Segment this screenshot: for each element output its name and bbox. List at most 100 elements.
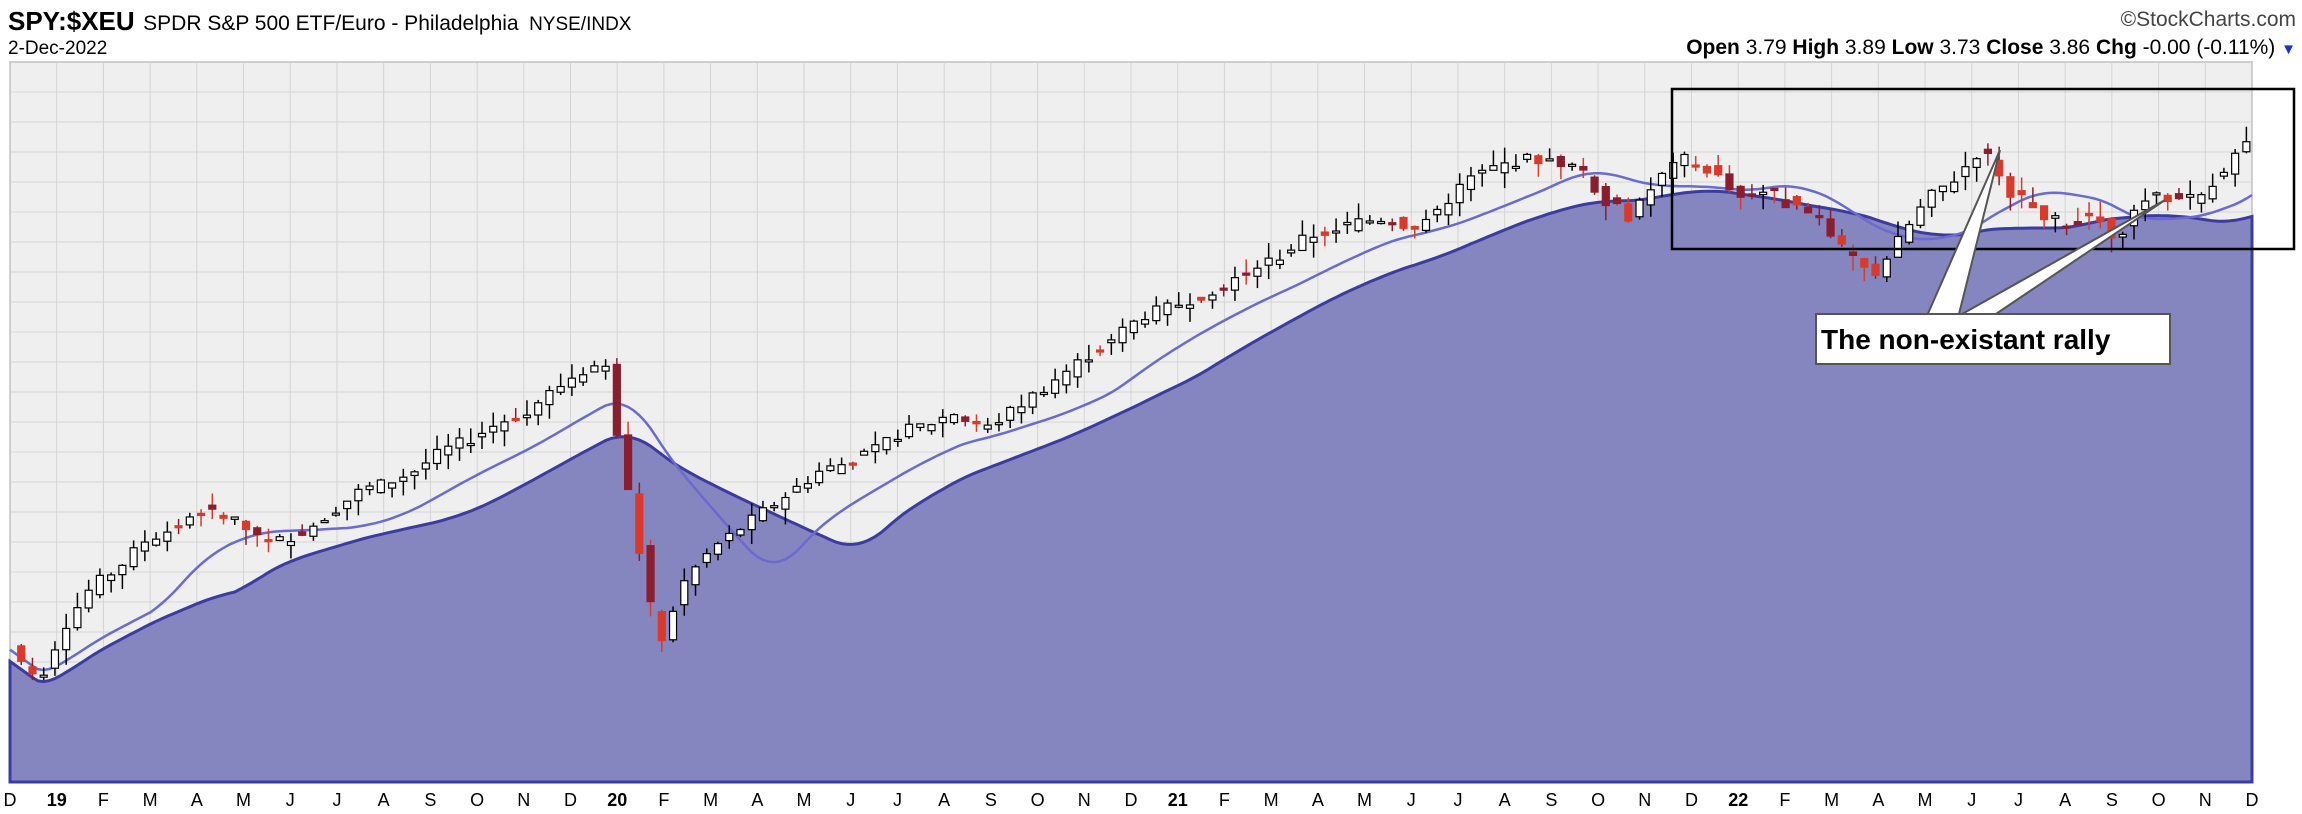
x-tick-label: M xyxy=(1357,790,1372,810)
candle-body xyxy=(792,485,801,493)
candle-body xyxy=(50,649,60,669)
candle-body xyxy=(1197,296,1206,301)
candle-body xyxy=(983,424,992,430)
candle-body xyxy=(1714,165,1723,176)
candle-body xyxy=(556,385,565,393)
x-axis-labels: D 19 F M A M J J A S O N D 20 F M A M J J A S O N D 21 F M A M J J A S O N D… xyxy=(4,790,2259,810)
candle-body xyxy=(1455,183,1464,204)
candle-body xyxy=(837,464,846,475)
candle-body xyxy=(1433,208,1442,216)
candle-body xyxy=(354,488,363,502)
candle-body xyxy=(1095,349,1105,353)
candle-body xyxy=(758,507,768,522)
candle-body xyxy=(1792,196,1801,206)
callout-box xyxy=(1815,313,2171,365)
candle-body xyxy=(938,416,947,424)
candle-body xyxy=(736,528,745,536)
candle-body xyxy=(151,538,161,546)
candle-body xyxy=(1466,175,1476,191)
candle-body xyxy=(17,645,26,662)
x-tick-label: J xyxy=(1407,790,1416,810)
candle-body xyxy=(1242,272,1251,276)
x-tick-label: M xyxy=(236,790,251,810)
candle-body xyxy=(770,505,779,509)
candle-body xyxy=(522,414,532,419)
candle-body xyxy=(1848,251,1858,256)
x-tick-label: A xyxy=(1499,790,1511,810)
candle-body xyxy=(1118,326,1127,344)
candle-body xyxy=(1702,165,1712,174)
candle-body xyxy=(1399,216,1408,229)
candle-body xyxy=(1860,258,1869,268)
candle-body xyxy=(1534,155,1543,165)
candle-body xyxy=(107,574,116,582)
candle-body xyxy=(1275,259,1285,266)
candle-body xyxy=(1680,153,1689,167)
x-tick-label: J xyxy=(1967,790,1976,810)
candle-body xyxy=(1893,235,1903,258)
candle-body xyxy=(309,525,318,537)
candle-body xyxy=(916,423,925,429)
low-label: Low xyxy=(1891,36,1934,59)
chg-label: Chg xyxy=(2095,36,2137,59)
candle-body xyxy=(275,536,284,542)
candle-body xyxy=(725,532,734,542)
candle-body xyxy=(174,525,183,529)
candle-body xyxy=(713,543,723,555)
candle-body xyxy=(129,547,138,568)
candle-body xyxy=(1781,199,1790,209)
chart-header: SPY:$XEU SPDR S&P 500 ETF/Euro - Philade… xyxy=(8,6,631,37)
candle-body xyxy=(1646,189,1655,206)
candle-body xyxy=(1230,277,1240,291)
candle-body xyxy=(949,414,959,424)
candle-body xyxy=(84,589,93,609)
x-tick-label: S xyxy=(2106,790,2118,810)
candle-body xyxy=(1691,164,1700,168)
candle-body xyxy=(747,514,756,531)
candle-body xyxy=(680,580,689,606)
candle-body xyxy=(2231,152,2240,175)
candle-body xyxy=(1759,191,1768,196)
candle-body xyxy=(1287,249,1296,254)
x-tick-label: S xyxy=(424,790,436,810)
candle-body xyxy=(1871,263,1880,276)
x-tick-label: M xyxy=(1918,790,1933,810)
candle-body xyxy=(286,541,296,547)
candle-body xyxy=(545,389,554,406)
x-tick-label: F xyxy=(1219,790,1230,810)
candle-body xyxy=(702,553,711,564)
candle-body xyxy=(579,374,588,383)
candle-body xyxy=(1815,215,1824,219)
candle-body xyxy=(444,445,453,456)
candle-body xyxy=(1938,185,1948,193)
candle-body xyxy=(500,421,509,432)
x-tick-label: M xyxy=(1264,790,1279,810)
candle-body xyxy=(961,416,970,422)
candle-body xyxy=(781,496,790,510)
candle-body xyxy=(815,470,824,484)
candle-body xyxy=(466,442,475,447)
candle-body xyxy=(1803,206,1813,214)
candle-body xyxy=(1624,203,1633,222)
candle-body xyxy=(477,432,487,438)
candle-body xyxy=(1489,165,1498,171)
x-tick-label: O xyxy=(470,790,484,810)
candle-body xyxy=(691,566,700,586)
candle-body xyxy=(455,437,464,449)
candlestick-series xyxy=(17,126,2251,681)
candle-body xyxy=(62,627,71,651)
candle-body xyxy=(1376,220,1386,225)
candle-body xyxy=(208,504,217,510)
candle-body xyxy=(1590,176,1599,193)
x-tick-label: A xyxy=(378,790,390,810)
candle-body xyxy=(376,479,385,494)
candle-body xyxy=(623,434,633,491)
x-tick-label: A xyxy=(1312,790,1324,810)
price-area xyxy=(8,189,2254,784)
candle-body xyxy=(1747,193,1757,197)
x-tick-label: J xyxy=(1453,790,1462,810)
candle-body xyxy=(2219,171,2229,177)
x-tick-label: M xyxy=(143,790,158,810)
callout-text: The non-existant rally xyxy=(1821,324,2111,355)
